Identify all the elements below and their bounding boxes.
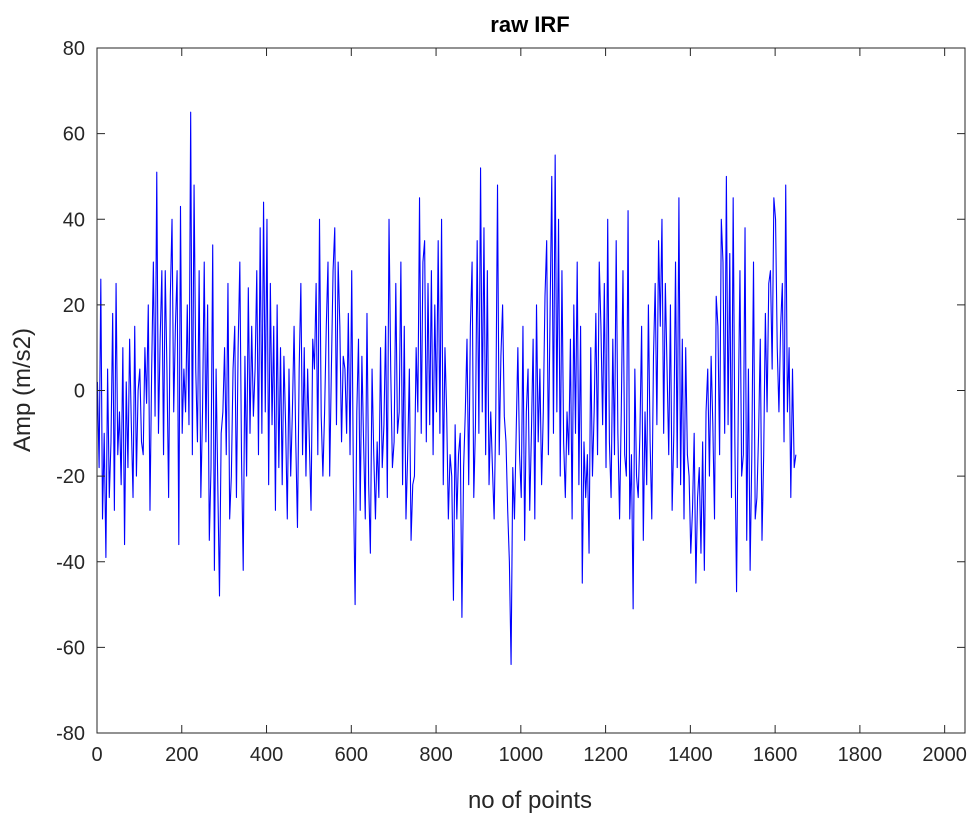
- y-tick-label: -20: [56, 466, 85, 488]
- x-tick-label: 1000: [499, 744, 544, 766]
- x-tick-label: 1600: [753, 744, 798, 766]
- x-axis-ticks: 0 200 400 600 800 1000 1200 1400 1600 1800 2000: [91, 48, 967, 766]
- x-tick-label: 2000: [922, 744, 967, 766]
- x-tick-label: 0: [91, 744, 102, 766]
- y-tick-label: 0: [74, 381, 85, 403]
- x-tick-label: 800: [419, 744, 452, 766]
- x-tick-label: 1400: [668, 744, 713, 766]
- chart-title: raw IRF: [490, 12, 569, 37]
- x-tick-label: 1800: [838, 744, 883, 766]
- y-tick-label: 40: [63, 209, 85, 231]
- x-tick-label: 1200: [583, 744, 628, 766]
- y-tick-label: -60: [56, 637, 85, 659]
- y-tick-label: -40: [56, 552, 85, 574]
- series-line-0: [96, 111, 797, 666]
- y-tick-label: 60: [63, 124, 85, 146]
- y-tick-label: 20: [63, 295, 85, 317]
- y-tick-label: -80: [56, 723, 85, 745]
- x-tick-label: 600: [335, 744, 368, 766]
- y-axis-ticks: -80 -60 -40 -20 0 20 40 60 80: [56, 38, 965, 745]
- x-tick-label: 400: [250, 744, 283, 766]
- x-axis-label: no of points: [468, 787, 592, 814]
- y-tick-label: 80: [63, 38, 85, 60]
- x-tick-label: 200: [165, 744, 198, 766]
- y-axis-label: Amp (m/s2): [9, 328, 36, 452]
